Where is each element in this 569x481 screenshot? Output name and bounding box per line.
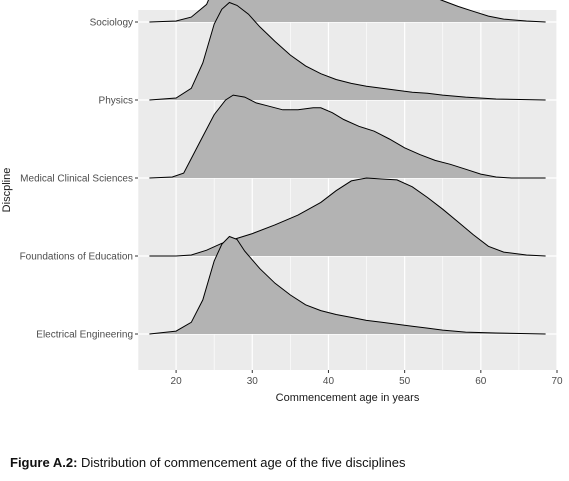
y-axis-title: Discpline	[1, 168, 13, 213]
caption-label: Figure A.2:	[10, 455, 78, 470]
density-outline	[149, 1, 546, 101]
density-area	[149, 95, 546, 178]
x-tick-label: 60	[475, 376, 487, 387]
y-tick-label: Physics	[99, 96, 133, 107]
x-tick-label: 40	[323, 376, 335, 387]
x-axis-title: Commencement age in years	[276, 392, 420, 404]
density-outline	[149, 0, 546, 23]
density-area	[149, 236, 546, 334]
y-tick-label: Medical Clinical Sciences	[20, 174, 133, 185]
density-outline	[149, 235, 546, 335]
y-tick-label: Foundations of Education	[20, 252, 133, 263]
x-tick-label: 70	[551, 376, 563, 387]
y-tick-label: Sociology	[90, 18, 133, 29]
y-tick-label: Electrical Engineering	[36, 330, 133, 341]
figure-caption: Figure A.2: Distribution of commencement…	[10, 455, 405, 470]
density-area	[149, 178, 546, 256]
x-tick-label: 20	[171, 376, 183, 387]
density-outline	[149, 94, 546, 179]
x-tick-label: 30	[247, 376, 259, 387]
axes: 20 30 40 50 60 70 Electrical Engineering Founda…	[20, 18, 563, 388]
density-ridges	[149, 0, 546, 335]
caption-text: Distribution of commencement age of the …	[77, 455, 406, 470]
density-area	[149, 2, 546, 100]
density-outline	[149, 177, 546, 257]
x-tick-label: 50	[399, 376, 411, 387]
